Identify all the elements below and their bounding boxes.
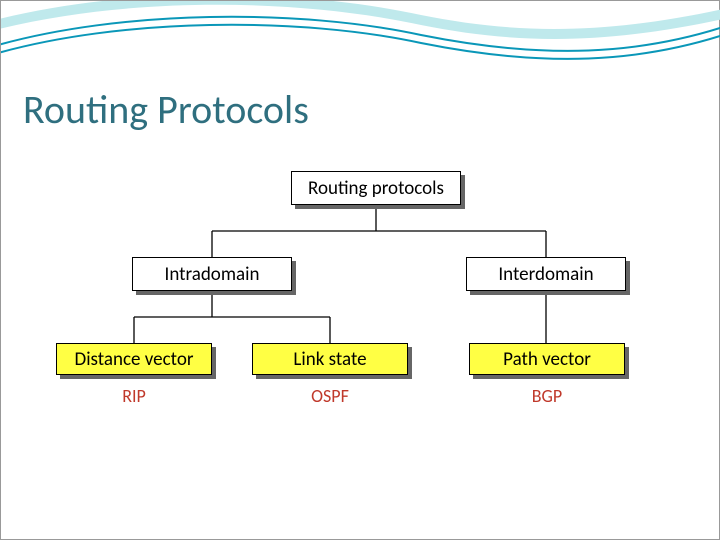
caption-bgp: BGP [469,385,625,407]
caption-ospf: OSPF [252,385,408,407]
node-path-vector-label: Path vector [503,348,591,371]
node-intradomain: Intradomain [132,257,292,291]
node-path-vector: Path vector [469,343,625,375]
node-intradomain-label: Intradomain [165,263,260,286]
node-link-state-label: Link state [293,348,366,371]
slide-title: Routing Protocols [23,85,309,134]
tree-connectors [1,171,720,451]
slide: Routing Protocols Routing protocols [0,0,720,540]
node-root-label: Routing protocols [308,177,444,200]
decorative-wave [1,1,720,81]
caption-rip: RIP [56,385,212,407]
node-root: Routing protocols [291,171,461,205]
tree-diagram: Routing protocols Intradomain Interdomai… [1,171,720,451]
node-distance-vector: Distance vector [56,343,212,375]
node-interdomain-label: Interdomain [498,263,593,286]
node-link-state: Link state [252,343,408,375]
node-interdomain: Interdomain [466,257,626,291]
node-distance-vector-label: Distance vector [75,348,194,371]
